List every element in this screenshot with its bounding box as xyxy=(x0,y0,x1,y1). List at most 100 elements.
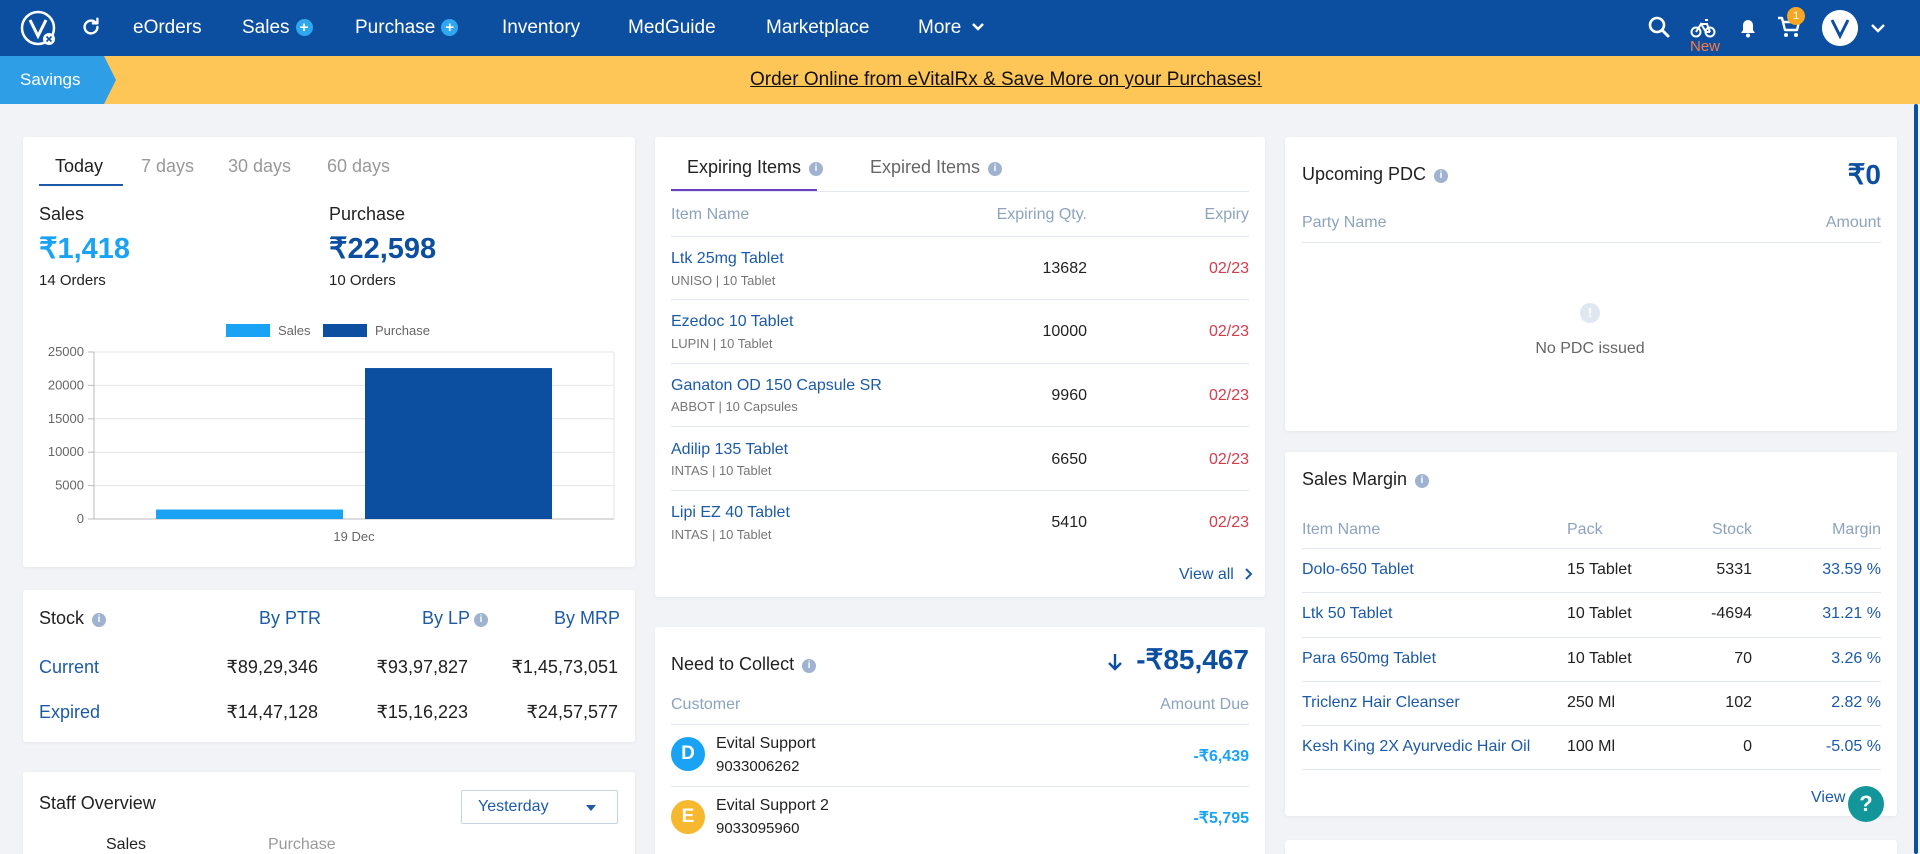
expiry-date: 02/23 xyxy=(1208,387,1249,404)
col-amount: Amount xyxy=(1825,214,1881,231)
col-amount-due: Amount Due xyxy=(1160,696,1249,713)
expiry-date: 02/23 xyxy=(1208,451,1249,468)
promo-link[interactable]: Order Online from eVitalRx & Save More o… xyxy=(750,69,1262,90)
stock-col-ptr: By PTR xyxy=(259,608,322,628)
margin-stock: -4694 xyxy=(1711,605,1752,622)
cart-count-badge: 1 xyxy=(1787,7,1805,25)
col-customer: Customer xyxy=(671,696,741,713)
divider xyxy=(671,724,1249,725)
margin-item-name[interactable]: Triclenz Hair Cleanser xyxy=(1302,694,1460,711)
tab-30-days[interactable]: 30 days xyxy=(228,156,292,176)
expiring-item-name[interactable]: Lipi EZ 40 Tablet xyxy=(671,504,790,521)
search-icon[interactable] xyxy=(1646,14,1672,40)
info-icon[interactable]: i xyxy=(802,659,817,673)
y-tick-label: 0 xyxy=(77,511,84,526)
purchase-value: ₹22,598 xyxy=(329,233,437,265)
purchase-label: Purchase xyxy=(329,204,406,224)
nav-inventory[interactable]: Inventory xyxy=(502,17,581,38)
expiring-item-name[interactable]: Ezedoc 10 Tablet xyxy=(671,313,794,330)
nav-more[interactable]: More xyxy=(918,0,985,56)
divider xyxy=(671,363,1249,364)
info-icon[interactable]: i xyxy=(474,613,489,627)
margin-pack: 10 Tablet xyxy=(1567,605,1632,622)
nav-eorders[interactable]: eOrders xyxy=(133,17,202,38)
tab-7-days[interactable]: 7 days xyxy=(141,156,195,176)
manufacturer: INTAS xyxy=(671,463,709,478)
expiring-view-all[interactable]: View all xyxy=(1179,566,1254,584)
legend-label: Sales xyxy=(278,323,311,338)
tab-60-days[interactable]: 60 days xyxy=(327,156,391,176)
nav-medguide[interactable]: MedGuide xyxy=(628,17,716,38)
tab-expired-items[interactable]: Expired Items i xyxy=(870,157,1003,178)
stock-col-lp-label: By LP xyxy=(422,608,471,628)
col-party-name: Party Name xyxy=(1302,214,1387,231)
info-icon[interactable]: i xyxy=(809,162,824,176)
stock-current-mrp: ₹1,45,73,051 xyxy=(511,657,618,677)
divider xyxy=(671,191,1249,192)
tab-today[interactable]: Today xyxy=(55,156,104,176)
info-icon[interactable]: i xyxy=(92,613,107,627)
manufacturer: UNISO xyxy=(671,273,713,288)
customer-name[interactable]: Evital Support 2 xyxy=(716,797,829,814)
staff-period-select[interactable]: Yesterday xyxy=(461,790,618,824)
col-stock: Stock xyxy=(1711,521,1752,538)
col-pack: Pack xyxy=(1567,521,1603,538)
top-navbar xyxy=(0,0,1920,56)
add-purchase-icon[interactable]: + xyxy=(441,19,459,36)
expiring-qty: 6650 xyxy=(1051,451,1087,468)
legend-swatch xyxy=(323,324,367,337)
add-sale-icon[interactable]: + xyxy=(295,19,313,36)
divider xyxy=(671,786,1249,787)
margin-item-name[interactable]: Ltk 50 Tablet xyxy=(1302,605,1393,622)
help-button[interactable]: ? xyxy=(1848,786,1884,822)
nav-marketplace[interactable]: Marketplace xyxy=(766,17,870,38)
need-to-collect-total: -₹85,467 xyxy=(1136,644,1249,675)
upcoming-pdc-title: Upcoming PDC i xyxy=(1302,164,1449,185)
nav-sales-label: Sales xyxy=(242,17,290,38)
stock-current-ptr: ₹89,29,346 xyxy=(226,657,318,677)
app-logo-icon[interactable] xyxy=(20,10,56,46)
margin-percent: 2.82 % xyxy=(1831,694,1881,711)
customer-avatar: E xyxy=(671,800,705,834)
bell-icon[interactable] xyxy=(1735,14,1761,40)
info-icon[interactable]: i xyxy=(988,162,1003,176)
profile-chevron-down-icon[interactable] xyxy=(1870,22,1886,34)
expiring-item-name[interactable]: Adilip 135 Tablet xyxy=(671,441,789,458)
customer-phone: 9033095960 xyxy=(716,820,800,837)
info-icon[interactable]: i xyxy=(1415,474,1430,488)
need-to-collect-title: Need to Collect i xyxy=(671,654,817,675)
sales-value: ₹1,418 xyxy=(39,233,131,265)
pack: 10 Tablet xyxy=(722,273,776,288)
margin-percent: 31.21 % xyxy=(1822,605,1881,622)
margin-item-name[interactable]: Kesh King 2X Ayurvedic Hair Oil xyxy=(1302,738,1531,755)
profile-avatar-icon[interactable] xyxy=(1822,10,1858,46)
nav-purchase[interactable]: Purchase + xyxy=(355,0,459,56)
divider xyxy=(1302,725,1881,726)
margin-item-name[interactable]: Para 650mg Tablet xyxy=(1302,650,1437,667)
empty-info-icon: ! xyxy=(1580,303,1600,323)
expiring-item-meta: UNISO | 10 Tablet xyxy=(671,273,776,288)
divider xyxy=(671,426,1249,427)
expiring-item-meta: LUPIN | 10 Tablet xyxy=(671,336,773,351)
stock-row-expired[interactable]: Expired xyxy=(39,702,101,722)
tab-expiring-items[interactable]: Expiring Items i xyxy=(687,157,824,178)
sales-purchase-chart: 25000 20000 15000 10000 5000 0 19 Dec Sales Purc… xyxy=(48,323,615,544)
bar-sales xyxy=(156,509,343,519)
scrollbar[interactable] xyxy=(1914,104,1918,854)
y-tick-label: 15000 xyxy=(48,411,84,426)
chevron-down-icon xyxy=(971,23,984,31)
nav-sales[interactable]: Sales + xyxy=(242,0,313,56)
delivery-bike-icon[interactable] xyxy=(1690,14,1716,40)
upcoming-pdc-amount: ₹0 xyxy=(1847,159,1881,190)
refresh-icon[interactable] xyxy=(80,16,102,38)
stock-row-current[interactable]: Current xyxy=(39,657,100,677)
divider xyxy=(1302,681,1881,682)
expiring-item-name[interactable]: Ltk 25mg Tablet xyxy=(671,250,784,267)
margin-item-name[interactable]: Dolo-650 Tablet xyxy=(1302,561,1414,578)
expiring-item-name[interactable]: Ganaton OD 150 Capsule SR xyxy=(671,377,882,394)
stock-expired-mrp: ₹24,57,577 xyxy=(526,702,618,722)
info-icon[interactable]: i xyxy=(1434,169,1449,183)
y-tick-label: 5000 xyxy=(55,478,84,493)
amount-due: -₹6,439 xyxy=(1193,748,1249,765)
customer-name[interactable]: Evital Support xyxy=(716,735,816,752)
